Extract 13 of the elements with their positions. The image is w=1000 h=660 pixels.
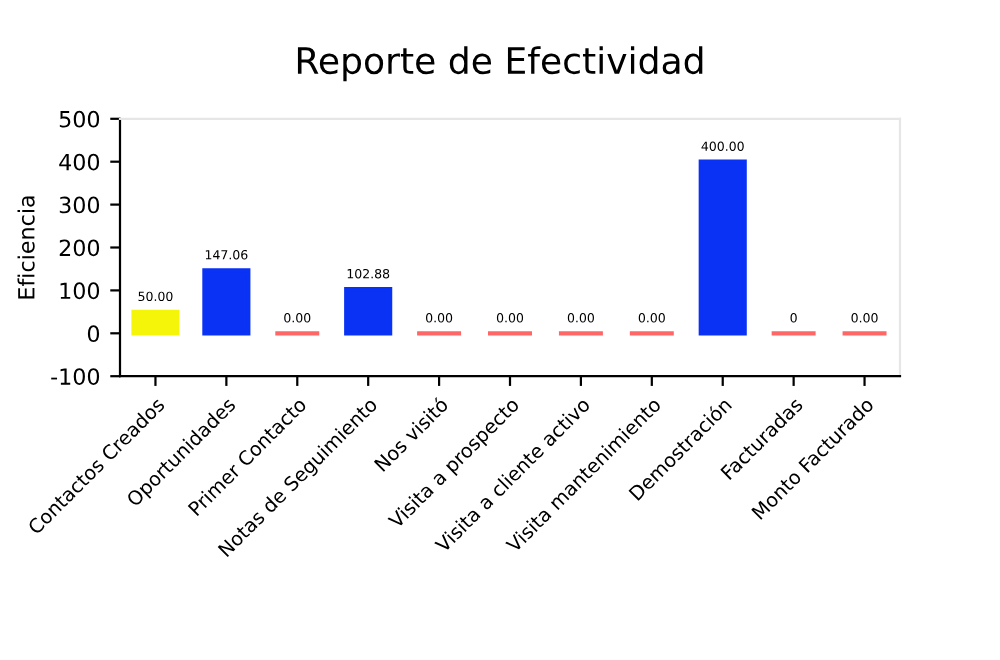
y-tick-label: 100 bbox=[60, 282, 100, 300]
y-axis-title: Eficiencia bbox=[17, 196, 35, 299]
bar bbox=[131, 309, 180, 336]
y-tick-label: -100 bbox=[51, 368, 100, 385]
bar bbox=[698, 159, 747, 336]
bar bbox=[344, 287, 393, 336]
bar bbox=[202, 268, 251, 336]
y-tick-label: 500 bbox=[59, 110, 100, 128]
y-tick-label: 400 bbox=[59, 153, 100, 171]
y-tick-label: 300 bbox=[59, 196, 100, 214]
chart-title: Reporte de Efectividad bbox=[297, 46, 703, 82]
y-tick-label: 200 bbox=[59, 239, 100, 257]
y-tick-label: 0 bbox=[87, 325, 100, 343]
